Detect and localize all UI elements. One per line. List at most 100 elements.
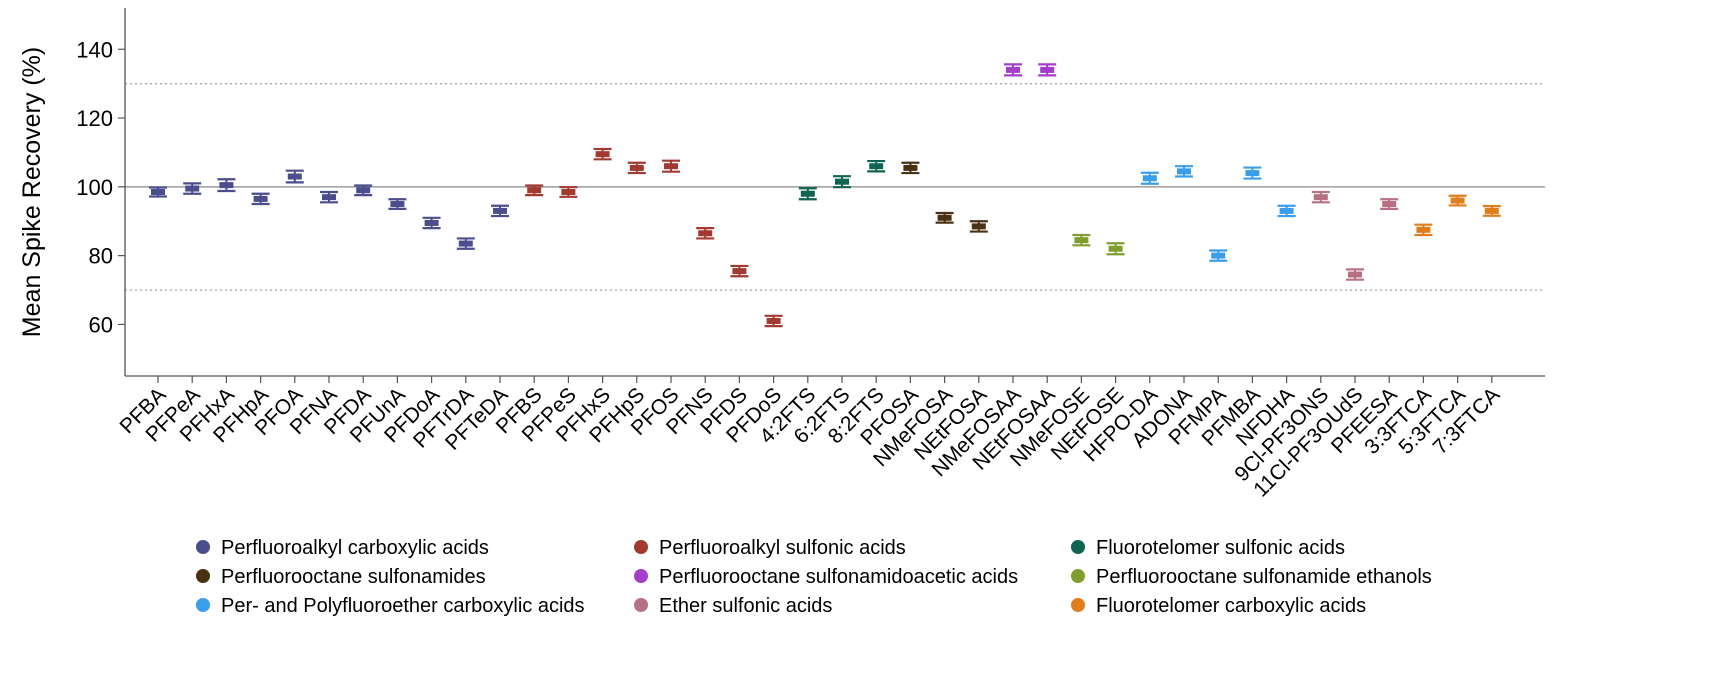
data-point-netfosaa <box>1038 63 1057 77</box>
mean-marker <box>1074 237 1089 244</box>
data-point-nfdha <box>1277 204 1296 218</box>
data-point-nmefose <box>1072 233 1091 247</box>
data-point-pfpes <box>559 186 578 198</box>
mean-marker <box>1177 168 1191 175</box>
mean-marker <box>937 214 952 221</box>
mean-marker <box>629 164 644 171</box>
data-point-5-3ftca <box>1448 194 1467 207</box>
mean-marker <box>1006 66 1020 73</box>
data-point-pfdoa <box>422 216 441 230</box>
mean-marker <box>1142 175 1157 182</box>
mean-marker <box>903 164 918 171</box>
mean-marker <box>287 173 302 180</box>
mean-marker <box>1040 66 1055 73</box>
legend-label: Ether sulfonic acids <box>659 595 832 617</box>
y-tick-label: 60 <box>89 312 113 337</box>
mean-marker <box>253 195 268 202</box>
mean-marker <box>971 223 986 230</box>
data-point-netfose <box>1106 242 1125 256</box>
legend-label: Fluorotelomer sulfonic acids <box>1096 537 1345 559</box>
data-point-pfhps <box>627 161 646 175</box>
legend-label: Perfluoroalkyl sulfonic acids <box>659 537 906 559</box>
data-point-nmefosa <box>935 211 954 224</box>
mean-marker <box>1484 207 1499 214</box>
legend: Perfluoroalkyl carboxylic acids Perfluoro… <box>196 537 1432 617</box>
data-point-pfmba <box>1243 166 1262 180</box>
mean-marker <box>732 268 747 275</box>
data-point-pfoa <box>285 169 304 184</box>
y-tick-label: 120 <box>76 106 113 131</box>
y-tick-label: 140 <box>76 37 113 62</box>
legend-swatch <box>634 598 648 612</box>
data-point-pfeesa <box>1380 198 1399 210</box>
data-point-nmefosaa <box>1004 63 1022 77</box>
data-point-pfmpa <box>1209 249 1228 262</box>
legend-item: Fluorotelomer sulfonic acids <box>1071 537 1345 559</box>
mean-marker <box>1211 252 1226 259</box>
mean-marker <box>322 194 336 201</box>
mean-marker <box>800 190 815 197</box>
legend-item: Per- and Polyfluoroether carboxylic acid… <box>196 595 585 617</box>
mean-marker <box>527 187 542 194</box>
data-point-8-2fts <box>867 159 886 173</box>
legend-swatch <box>196 569 210 583</box>
mean-marker <box>458 240 473 247</box>
y-tick-label: 80 <box>89 244 113 269</box>
mean-marker <box>1313 194 1328 201</box>
data-point-7-3ftca <box>1482 205 1501 217</box>
data-point-3-3ftca <box>1414 223 1433 237</box>
legend-label: Perfluorooctane sulfonamides <box>221 566 486 588</box>
data-point-pfpea <box>183 182 202 195</box>
data-point-pfba <box>149 186 167 198</box>
legend-label: Fluorotelomer carboxylic acids <box>1096 595 1366 617</box>
legend-item: Perfluorooctane sulfonamidoacetic acids <box>634 566 1018 588</box>
mean-marker <box>1108 245 1123 252</box>
data-point-pfteda <box>491 204 509 218</box>
mean-marker <box>1279 207 1294 214</box>
mean-marker <box>1348 271 1362 278</box>
legend-swatch <box>634 569 648 583</box>
data-point-pfosa <box>901 161 920 175</box>
legend-swatch <box>634 540 648 554</box>
data-point-pfbs <box>525 184 544 197</box>
legend-swatch <box>1071 598 1085 612</box>
mean-marker <box>219 182 234 189</box>
data-point-pfna <box>320 190 338 204</box>
legend-item: Perfluoroalkyl sulfonic acids <box>634 537 906 559</box>
data-point-netfosa <box>969 220 988 233</box>
data-point-6-2fts <box>833 175 851 189</box>
data-point-pfos <box>662 159 680 173</box>
mean-marker <box>493 207 507 214</box>
legend-label: Per- and Polyfluoroether carboxylic acid… <box>221 595 585 617</box>
data-point-pfhxa <box>217 178 236 193</box>
legend-swatch <box>1071 569 1085 583</box>
axes: 60 80 100 120 140 <box>76 8 1545 383</box>
data-point-pftrda <box>456 237 475 250</box>
data-point-pfdos <box>764 314 783 328</box>
mean-marker <box>1450 197 1465 204</box>
data-point-4-2fts <box>798 187 817 201</box>
mean-marker <box>1245 170 1260 177</box>
mean-marker <box>766 317 781 324</box>
y-axis-label: Mean Spike Recovery (%) <box>18 47 46 337</box>
data-point-pfns <box>696 227 715 240</box>
mean-marker <box>869 163 884 170</box>
legend-swatch <box>1071 540 1085 554</box>
legend-swatch <box>196 540 210 554</box>
y-tick-label: 100 <box>76 175 113 200</box>
mean-marker <box>561 189 576 195</box>
legend-item: Perfluoroalkyl carboxylic acids <box>196 537 489 559</box>
mean-marker <box>698 230 713 237</box>
legend-item: Perfluorooctane sulfonamides <box>196 566 486 588</box>
legend-label: Perfluoroalkyl carboxylic acids <box>221 537 489 559</box>
data-point-pfhxs <box>593 147 612 161</box>
data-point-pfuna <box>388 198 407 210</box>
mean-marker <box>664 163 678 170</box>
mean-marker <box>390 201 405 208</box>
data-point-adona <box>1175 165 1193 178</box>
mean-marker <box>185 185 200 192</box>
legend-item: Ether sulfonic acids <box>634 595 832 617</box>
mean-marker <box>356 187 371 194</box>
